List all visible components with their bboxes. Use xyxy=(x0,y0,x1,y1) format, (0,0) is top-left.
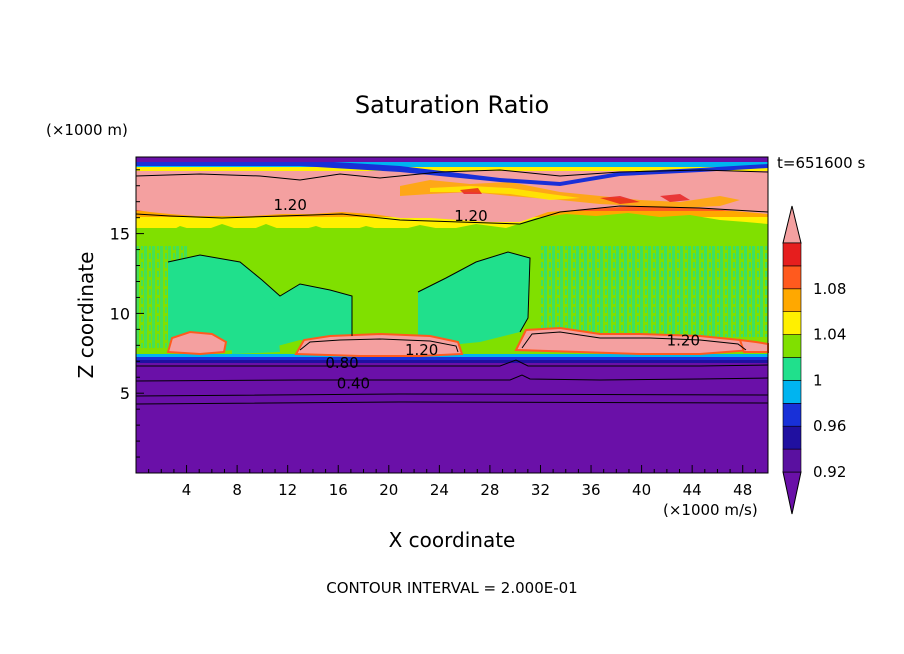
colorbar-swatch xyxy=(782,448,802,473)
contour-label: 1.20 xyxy=(405,341,438,359)
chart-title: Saturation Ratio xyxy=(355,91,549,119)
contour-label: 1.20 xyxy=(274,196,307,214)
contour-low-1 xyxy=(135,401,769,405)
x-tick-label: 36 xyxy=(581,481,600,499)
contour-mid-b xyxy=(417,251,531,333)
colorbar-label: 1.04 xyxy=(813,326,846,344)
colorbar-swatch xyxy=(782,402,802,427)
colorbar-label: 0.92 xyxy=(813,463,846,481)
lens-center xyxy=(294,332,464,357)
colorbar-over-triangle xyxy=(782,205,802,244)
colorbar-swatch xyxy=(782,380,802,404)
colorbar-label: 1.08 xyxy=(813,280,846,298)
y-tick-label: 15 xyxy=(110,225,130,244)
contour-labels: 1.20 1.20 1.20 1.20 0.80 0.40 xyxy=(274,196,701,393)
top-band-blue xyxy=(136,160,768,186)
lens-left xyxy=(166,330,228,356)
y-tick-label: 5 xyxy=(120,384,130,403)
contour-mid-a xyxy=(167,254,353,336)
contour-label: 1.20 xyxy=(454,207,487,225)
low-band-blue xyxy=(136,357,768,360)
colorbar-label: 1 xyxy=(813,371,823,389)
y-axis: 5 10 15 xyxy=(110,169,144,458)
x-tick-label: 32 xyxy=(531,481,550,499)
colorbar-swatch xyxy=(782,288,802,312)
x-axis-title: X coordinate xyxy=(389,528,516,552)
x-tick-label: 8 xyxy=(232,481,242,499)
time-label: t=651600 s xyxy=(777,154,865,172)
region-mid-green-center xyxy=(418,252,530,346)
x-tick-label: 12 xyxy=(278,481,297,499)
x-tick-label: 4 xyxy=(182,481,192,499)
contour-low-2 xyxy=(135,393,769,397)
colorbar: 0.92 0.96 1 1.04 1.08 xyxy=(782,205,846,515)
colorbar-label: 0.96 xyxy=(813,417,846,435)
top-dry-layer xyxy=(136,157,768,162)
plot-area: 1.20 1.20 1.20 1.20 0.80 0.40 xyxy=(135,156,769,474)
y-unit-label: (×1000 m) xyxy=(46,121,128,139)
colorbar-under-triangle xyxy=(782,471,802,515)
x-tick-label: 16 xyxy=(329,481,348,499)
contour-080 xyxy=(136,359,769,367)
low-band-cyan xyxy=(136,354,768,357)
colorbar-swatch xyxy=(782,242,802,267)
contour-upper-1 xyxy=(135,205,769,225)
low-band-navy xyxy=(136,360,768,363)
region-upper-supersaturated xyxy=(136,168,768,222)
contour-label: 1.20 xyxy=(667,332,700,350)
y-tick-label: 10 xyxy=(110,304,130,323)
x-tick-label: 28 xyxy=(480,481,499,499)
y-axis-title: Z coordinate xyxy=(74,252,98,379)
contour-label: 0.40 xyxy=(337,375,370,393)
region-mid-speckle-left xyxy=(136,238,188,348)
band-ragged-green xyxy=(136,213,768,246)
colorbar-swatch xyxy=(782,357,802,381)
x-axis: 4 8 12 16 20 24 28 32 36 40 44 48 xyxy=(148,465,756,499)
contour-lines xyxy=(135,169,769,405)
colorbar-swatch xyxy=(782,265,802,290)
contour-040 xyxy=(135,374,769,382)
x-tick-label: 44 xyxy=(683,481,702,499)
colorbar-swatch xyxy=(782,425,802,450)
x-tick-label: 40 xyxy=(632,481,651,499)
x-unit-label: (×1000 m/s) xyxy=(663,501,758,519)
x-tick-label: 48 xyxy=(733,481,752,499)
top-band-cyan xyxy=(136,162,768,167)
colorbar-swatch xyxy=(782,311,802,335)
colorbar-swatch xyxy=(782,334,802,358)
lower-dry-layer xyxy=(136,363,768,473)
contour-lens-right xyxy=(521,331,747,351)
region-mid-green-left2 xyxy=(230,292,280,354)
contour-lens-center xyxy=(299,338,459,353)
x-tick-label: 20 xyxy=(379,481,398,499)
contour-label: 0.80 xyxy=(325,354,358,372)
x-tick-label: 24 xyxy=(430,481,449,499)
contour-interval-label: CONTOUR INTERVAL = 2.000E-01 xyxy=(326,579,577,597)
upper-red-dots xyxy=(460,188,690,204)
top-band-yellow xyxy=(136,166,768,171)
contour-upper-2 xyxy=(135,169,769,181)
